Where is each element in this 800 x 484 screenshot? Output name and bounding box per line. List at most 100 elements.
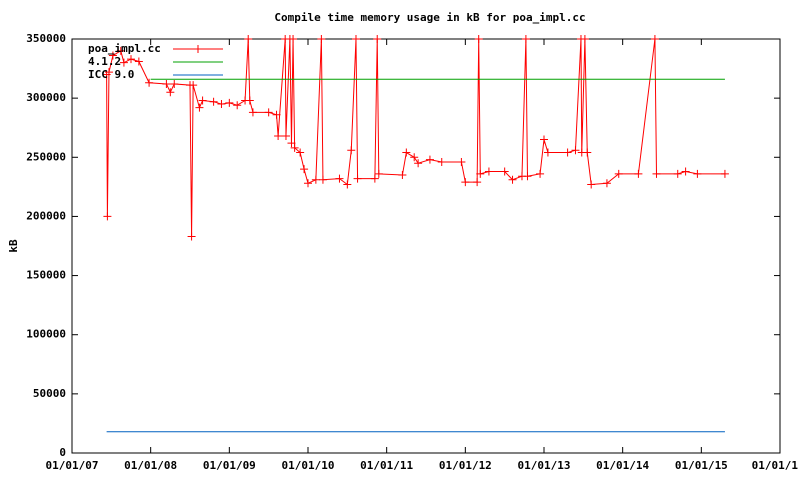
- data-point: [290, 143, 299, 152]
- data-point: [198, 96, 207, 105]
- series-line: [106, 38, 725, 237]
- x-tick-label: 01/01/13: [518, 459, 571, 472]
- data-point: [296, 148, 305, 157]
- data-point: [274, 131, 283, 140]
- data-point: [300, 165, 309, 174]
- data-point: [425, 155, 434, 164]
- data-point: [500, 167, 509, 176]
- data-point: [474, 35, 483, 43]
- data-point: [103, 212, 112, 221]
- data-point: [373, 35, 382, 43]
- data-point: [264, 108, 273, 117]
- data-point: [289, 35, 298, 43]
- data-point: [681, 167, 690, 176]
- data-point: [521, 35, 530, 43]
- data-point: [335, 174, 344, 183]
- data-point: [317, 35, 326, 43]
- data-point: [374, 169, 383, 178]
- data-point: [536, 169, 545, 178]
- chart-title: Compile time memory usage in kB for poa_…: [274, 11, 585, 24]
- data-point: [614, 169, 623, 178]
- data-point: [287, 139, 296, 148]
- y-tick-label: 0: [59, 446, 66, 459]
- data-point: [402, 148, 411, 157]
- data-point: [170, 79, 179, 88]
- data-point: [543, 148, 552, 157]
- y-tick-label: 200000: [26, 209, 66, 222]
- y-axis-label: kB: [7, 239, 20, 253]
- x-tick-label: 01/01/08: [124, 459, 177, 472]
- data-point: [473, 178, 482, 187]
- y-tick-label: 250000: [26, 150, 66, 163]
- x-tick-label: 01/01/12: [439, 459, 492, 472]
- y-tick-label: 50000: [33, 387, 66, 400]
- data-point: [650, 35, 659, 43]
- data-point: [370, 174, 379, 183]
- data-point: [351, 35, 360, 43]
- x-tick-label: 01/01/14: [596, 459, 649, 472]
- data-point: [217, 100, 226, 109]
- data-point: [437, 158, 446, 167]
- data-point: [116, 46, 125, 55]
- data-point: [145, 78, 154, 87]
- data-point: [209, 97, 218, 106]
- data-point: [281, 131, 290, 140]
- data-point: [166, 88, 175, 97]
- data-point: [248, 108, 257, 117]
- x-tick-label: 01/01/1: [752, 459, 799, 472]
- data-point: [225, 98, 234, 107]
- data-point: [398, 171, 407, 180]
- x-tick-label: 01/01/15: [675, 459, 728, 472]
- data-point: [343, 180, 352, 189]
- data-point: [244, 35, 253, 43]
- data-point: [720, 169, 729, 178]
- data-point: [484, 167, 493, 176]
- data-point: [508, 175, 517, 184]
- data-point: [693, 169, 702, 178]
- data-point: [457, 158, 466, 167]
- data-point: [245, 96, 254, 105]
- data-point: [583, 148, 592, 157]
- y-tick-label: 350000: [26, 32, 66, 45]
- data-point: [476, 169, 485, 178]
- data-point: [563, 148, 572, 157]
- x-tick-label: 01/01/11: [360, 459, 413, 472]
- x-tick-label: 01/01/07: [46, 459, 99, 472]
- data-point: [523, 172, 532, 181]
- x-tick-label: 01/01/10: [282, 459, 335, 472]
- data-point: [134, 57, 143, 66]
- data-point: [540, 135, 548, 144]
- data-point: [580, 35, 589, 43]
- legend-label: 4.1.2: [88, 55, 121, 68]
- data-point: [347, 146, 356, 155]
- data-point: [634, 169, 643, 178]
- data-point: [587, 180, 596, 189]
- data-point: [304, 179, 312, 188]
- data-point: [571, 146, 580, 155]
- data-point: [602, 179, 611, 188]
- data-point: [414, 159, 423, 168]
- data-point: [189, 81, 198, 90]
- data-point: [187, 232, 196, 241]
- data-point: [119, 58, 128, 67]
- data-point: [162, 79, 171, 88]
- legend-label: ICC 9.0: [88, 68, 134, 81]
- data-point: [461, 178, 470, 187]
- data-point: [195, 103, 204, 112]
- data-point: [108, 51, 117, 60]
- data-point: [311, 175, 320, 184]
- data-point: [353, 174, 362, 183]
- y-tick-label: 100000: [26, 328, 66, 341]
- data-point: [673, 169, 682, 178]
- legend-marker: [194, 45, 202, 53]
- data-point: [272, 110, 281, 119]
- data-point: [233, 101, 242, 110]
- data-point: [104, 68, 113, 77]
- x-tick-label: 01/01/09: [203, 459, 256, 472]
- legend-label: poa_impl.cc: [88, 42, 161, 55]
- data-point: [318, 175, 327, 184]
- y-tick-label: 300000: [26, 91, 66, 104]
- data-point: [652, 169, 661, 178]
- data-point: [410, 153, 419, 162]
